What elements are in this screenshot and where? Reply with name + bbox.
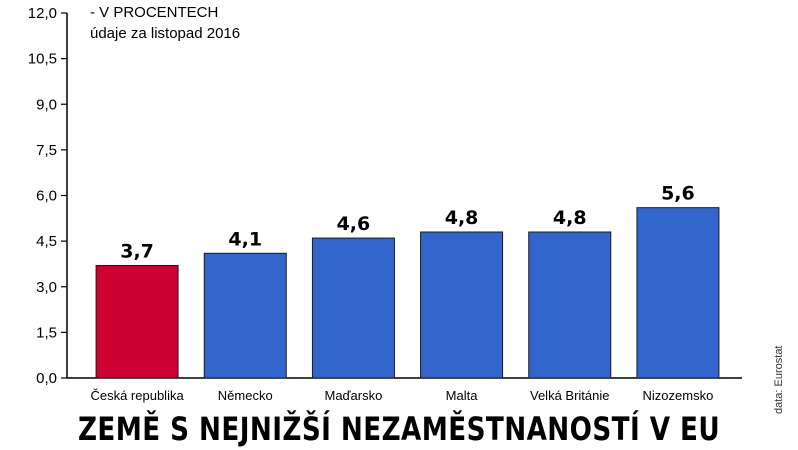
category-label-2: Německo: [218, 388, 273, 403]
y-tick-label: 4,5: [36, 233, 57, 250]
y-tick-label: 6,0: [36, 188, 57, 205]
category-label-3: Maďarsko: [324, 388, 382, 403]
y-tick-label: 9,0: [36, 96, 57, 113]
source-note: data: Eurostat: [773, 345, 785, 415]
category-labels: Česká republika Německo Maďarsko Malta Velká…: [90, 388, 713, 403]
chart-title: ZEMĚ S NEJNIŽŠÍ NEZAMĚSTNANOSTÍ V EU: [77, 410, 721, 448]
value-label-4: 4,8: [445, 207, 479, 229]
category-label-1: Česká republika: [90, 388, 184, 403]
y-tick-label: 1,5: [36, 324, 57, 341]
value-labels: 3,7 4,1 4,6 4,8 4,8 5,6: [120, 183, 695, 263]
y-tick-label: 10,5: [28, 51, 57, 68]
category-label-5: Velká Británie: [530, 388, 610, 403]
bars: [95, 207, 720, 379]
value-label-6: 5,6: [661, 183, 695, 205]
bar-3: [311, 237, 395, 379]
y-tick-label: 12,0: [28, 5, 57, 22]
bar-1: [95, 264, 179, 379]
bar-4: [420, 231, 504, 379]
period-note: údaje za listopad 2016: [90, 25, 241, 42]
value-label-3: 4,6: [337, 213, 371, 235]
value-label-1: 3,7: [120, 240, 154, 262]
y-axis-ticks: 0,0 1,5 3,0 4,5 6,0 7,5 9,0 10,5 12,0: [28, 5, 67, 387]
y-tick-label: 7,5: [36, 142, 57, 159]
bar-6: [636, 207, 720, 379]
category-label-6: Nizozemsko: [643, 388, 714, 403]
value-label-5: 4,8: [553, 207, 587, 229]
y-tick-label: 3,0: [36, 279, 57, 296]
bar-2: [203, 252, 287, 379]
units-note: - V PROCENTECH: [90, 4, 219, 21]
y-tick-label: 0,0: [36, 370, 57, 387]
value-label-2: 4,1: [228, 228, 262, 250]
bar-5: [528, 231, 612, 379]
category-label-4: Malta: [446, 388, 479, 403]
